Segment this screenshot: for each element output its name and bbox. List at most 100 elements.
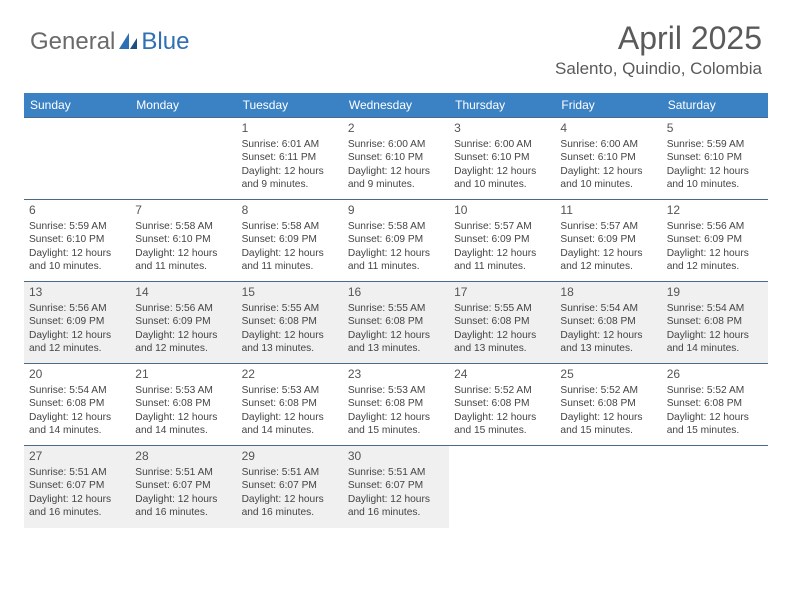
sunset-line: Sunset: 6:07 PM <box>135 479 231 492</box>
sunrise-line: Sunrise: 5:51 AM <box>29 466 125 479</box>
calendar-body: 1Sunrise: 6:01 AMSunset: 6:11 PMDaylight… <box>24 118 768 528</box>
calendar-cell: 29Sunrise: 5:51 AMSunset: 6:07 PMDayligh… <box>237 446 343 528</box>
sunset-line: Sunset: 6:09 PM <box>454 233 550 246</box>
sunrise-line: Sunrise: 5:52 AM <box>667 384 763 397</box>
calendar-cell: 27Sunrise: 5:51 AMSunset: 6:07 PMDayligh… <box>24 446 130 528</box>
weekday-header: Sunday <box>24 93 130 118</box>
sunset-line: Sunset: 6:08 PM <box>242 315 338 328</box>
sunrise-line: Sunrise: 5:53 AM <box>348 384 444 397</box>
calendar-row: 27Sunrise: 5:51 AMSunset: 6:07 PMDayligh… <box>24 446 768 528</box>
sunset-line: Sunset: 6:08 PM <box>560 397 656 410</box>
day-number: 20 <box>29 367 125 383</box>
sunset-line: Sunset: 6:10 PM <box>135 233 231 246</box>
calendar-head: SundayMondayTuesdayWednesdayThursdayFrid… <box>24 93 768 118</box>
calendar-cell: 23Sunrise: 5:53 AMSunset: 6:08 PMDayligh… <box>343 364 449 446</box>
calendar-cell: 22Sunrise: 5:53 AMSunset: 6:08 PMDayligh… <box>237 364 343 446</box>
sunrise-line: Sunrise: 5:58 AM <box>135 220 231 233</box>
logo: General Blue <box>30 28 189 56</box>
sunrise-line: Sunrise: 5:59 AM <box>29 220 125 233</box>
day-number: 7 <box>135 203 231 219</box>
daylight-line: Daylight: 12 hours and 13 minutes. <box>560 329 656 356</box>
calendar-cell: 15Sunrise: 5:55 AMSunset: 6:08 PMDayligh… <box>237 282 343 364</box>
daylight-line: Daylight: 12 hours and 10 minutes. <box>29 247 125 274</box>
sunrise-line: Sunrise: 5:54 AM <box>29 384 125 397</box>
calendar-cell <box>449 446 555 528</box>
sunset-line: Sunset: 6:08 PM <box>560 315 656 328</box>
sunset-line: Sunset: 6:08 PM <box>667 315 763 328</box>
sunset-line: Sunset: 6:08 PM <box>348 397 444 410</box>
calendar-row: 6Sunrise: 5:59 AMSunset: 6:10 PMDaylight… <box>24 200 768 282</box>
calendar-row: 1Sunrise: 6:01 AMSunset: 6:11 PMDaylight… <box>24 118 768 200</box>
calendar-cell: 5Sunrise: 5:59 AMSunset: 6:10 PMDaylight… <box>662 118 768 200</box>
weekday-header: Tuesday <box>237 93 343 118</box>
sunrise-line: Sunrise: 5:53 AM <box>135 384 231 397</box>
daylight-line: Daylight: 12 hours and 12 minutes. <box>29 329 125 356</box>
sunrise-line: Sunrise: 5:59 AM <box>667 138 763 151</box>
sunrise-line: Sunrise: 5:55 AM <box>454 302 550 315</box>
daylight-line: Daylight: 12 hours and 15 minutes. <box>454 411 550 438</box>
day-number: 29 <box>242 449 338 465</box>
sunset-line: Sunset: 6:10 PM <box>667 151 763 164</box>
sunrise-line: Sunrise: 6:00 AM <box>560 138 656 151</box>
calendar-cell: 2Sunrise: 6:00 AMSunset: 6:10 PMDaylight… <box>343 118 449 200</box>
calendar-cell: 19Sunrise: 5:54 AMSunset: 6:08 PMDayligh… <box>662 282 768 364</box>
daylight-line: Daylight: 12 hours and 10 minutes. <box>560 165 656 192</box>
daylight-line: Daylight: 12 hours and 16 minutes. <box>29 493 125 520</box>
calendar-cell: 3Sunrise: 6:00 AMSunset: 6:10 PMDaylight… <box>449 118 555 200</box>
sunrise-line: Sunrise: 5:55 AM <box>242 302 338 315</box>
calendar-cell: 16Sunrise: 5:55 AMSunset: 6:08 PMDayligh… <box>343 282 449 364</box>
day-number: 1 <box>242 121 338 137</box>
day-number: 30 <box>348 449 444 465</box>
day-number: 23 <box>348 367 444 383</box>
sunrise-line: Sunrise: 5:55 AM <box>348 302 444 315</box>
calendar-cell: 26Sunrise: 5:52 AMSunset: 6:08 PMDayligh… <box>662 364 768 446</box>
sunset-line: Sunset: 6:09 PM <box>667 233 763 246</box>
daylight-line: Daylight: 12 hours and 14 minutes. <box>667 329 763 356</box>
daylight-line: Daylight: 12 hours and 11 minutes. <box>242 247 338 274</box>
day-number: 28 <box>135 449 231 465</box>
day-number: 24 <box>454 367 550 383</box>
calendar-cell: 1Sunrise: 6:01 AMSunset: 6:11 PMDaylight… <box>237 118 343 200</box>
daylight-line: Daylight: 12 hours and 15 minutes. <box>560 411 656 438</box>
calendar-cell: 9Sunrise: 5:58 AMSunset: 6:09 PMDaylight… <box>343 200 449 282</box>
day-number: 4 <box>560 121 656 137</box>
calendar-cell <box>662 446 768 528</box>
daylight-line: Daylight: 12 hours and 14 minutes. <box>29 411 125 438</box>
sunset-line: Sunset: 6:10 PM <box>29 233 125 246</box>
sunrise-line: Sunrise: 5:51 AM <box>242 466 338 479</box>
daylight-line: Daylight: 12 hours and 15 minutes. <box>348 411 444 438</box>
sunset-line: Sunset: 6:09 PM <box>242 233 338 246</box>
daylight-line: Daylight: 12 hours and 13 minutes. <box>454 329 550 356</box>
daylight-line: Daylight: 12 hours and 13 minutes. <box>348 329 444 356</box>
sunrise-line: Sunrise: 5:57 AM <box>454 220 550 233</box>
day-number: 16 <box>348 285 444 301</box>
sunrise-line: Sunrise: 5:51 AM <box>135 466 231 479</box>
calendar-cell: 12Sunrise: 5:56 AMSunset: 6:09 PMDayligh… <box>662 200 768 282</box>
sunset-line: Sunset: 6:08 PM <box>242 397 338 410</box>
sunset-line: Sunset: 6:08 PM <box>29 397 125 410</box>
daylight-line: Daylight: 12 hours and 9 minutes. <box>242 165 338 192</box>
sunset-line: Sunset: 6:08 PM <box>348 315 444 328</box>
day-number: 2 <box>348 121 444 137</box>
day-number: 15 <box>242 285 338 301</box>
sunset-line: Sunset: 6:09 PM <box>29 315 125 328</box>
sunset-line: Sunset: 6:08 PM <box>135 397 231 410</box>
sunrise-line: Sunrise: 5:54 AM <box>667 302 763 315</box>
daylight-line: Daylight: 12 hours and 12 minutes. <box>135 329 231 356</box>
sunset-line: Sunset: 6:09 PM <box>348 233 444 246</box>
sunrise-line: Sunrise: 5:57 AM <box>560 220 656 233</box>
calendar-cell: 30Sunrise: 5:51 AMSunset: 6:07 PMDayligh… <box>343 446 449 528</box>
calendar-cell <box>130 118 236 200</box>
daylight-line: Daylight: 12 hours and 9 minutes. <box>348 165 444 192</box>
day-number: 19 <box>667 285 763 301</box>
sunset-line: Sunset: 6:08 PM <box>454 397 550 410</box>
daylight-line: Daylight: 12 hours and 12 minutes. <box>667 247 763 274</box>
calendar-cell: 25Sunrise: 5:52 AMSunset: 6:08 PMDayligh… <box>555 364 661 446</box>
sunset-line: Sunset: 6:07 PM <box>29 479 125 492</box>
calendar-table: SundayMondayTuesdayWednesdayThursdayFrid… <box>24 93 768 528</box>
header: General Blue April 2025 Salento, Quindio… <box>0 0 792 87</box>
daylight-line: Daylight: 12 hours and 15 minutes. <box>667 411 763 438</box>
day-number: 21 <box>135 367 231 383</box>
day-number: 3 <box>454 121 550 137</box>
day-number: 27 <box>29 449 125 465</box>
